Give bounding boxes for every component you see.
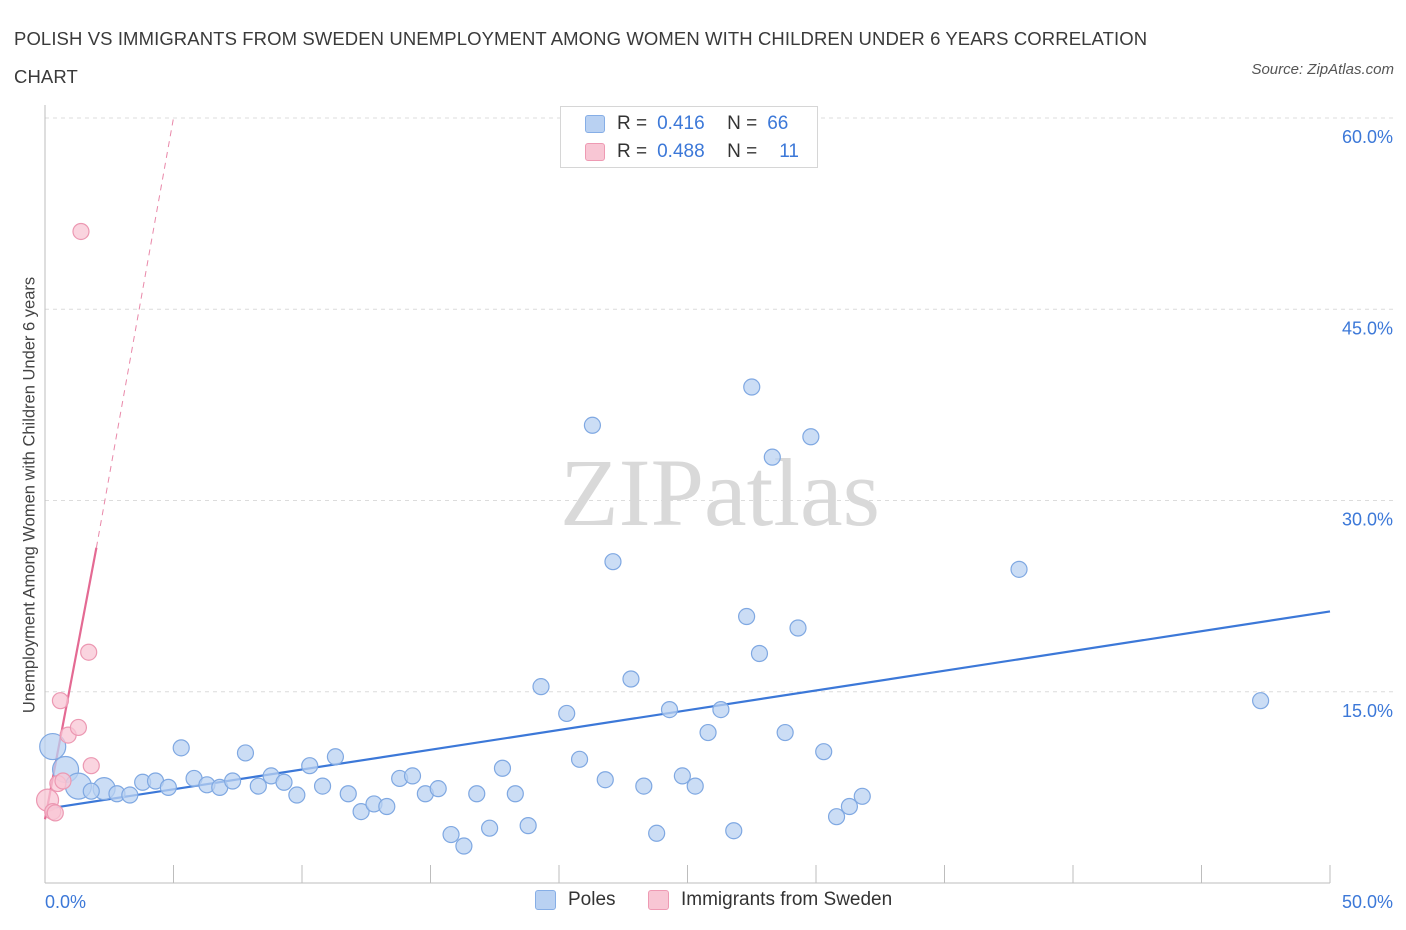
poles-point [532, 678, 550, 696]
sweden-trend-extension [95, 117, 174, 548]
poles-point [583, 416, 602, 434]
sweden-point [69, 718, 88, 737]
poles-point [604, 553, 622, 571]
legend-r-label: R = [617, 141, 648, 162]
poles-swatch-icon [585, 115, 605, 133]
poles-point [815, 743, 833, 761]
chart-title: POLISH VS IMMIGRANTS FROM SWEDEN UNEMPLO… [14, 28, 1148, 87]
legend-n-label: N = [727, 141, 758, 162]
sweden-point [51, 692, 70, 710]
poles-point [743, 378, 761, 396]
poles-point [519, 817, 537, 835]
legend-n-value: 66 [767, 113, 789, 134]
legend-n-label: N = [727, 113, 758, 134]
poles-point [802, 428, 820, 446]
poles-point [172, 739, 190, 757]
poles-point [301, 757, 319, 775]
y-tick-label: 60.0% [1342, 127, 1393, 147]
poles-point [570, 750, 589, 768]
poles-point [429, 780, 447, 798]
legend-label-poles: Poles [568, 889, 616, 910]
sweden-swatch-icon [585, 143, 605, 161]
poles-point [558, 704, 576, 723]
sweden-point [82, 757, 100, 775]
tick-labels: 15.0% 30.0% 45.0% 60.0% 0.0% 50.0% [45, 127, 1393, 912]
legend-r-label: R = [617, 113, 648, 134]
poles-point [712, 700, 730, 719]
poles-point [39, 732, 67, 761]
legend-row-poles: R = 0.416 N = 66 [585, 111, 788, 137]
sweden-point [72, 222, 90, 241]
data-points [35, 222, 1270, 855]
sweden-point [80, 643, 98, 661]
sweden-swatch-icon [648, 890, 669, 910]
poles-point [738, 607, 756, 626]
x-tick-label: 0.0% [45, 892, 86, 912]
poles-point [750, 644, 769, 663]
legend-r-value: 0.416 [657, 113, 705, 134]
poles-point [493, 759, 512, 777]
series-legend: Poles Immigrants from Sweden [0, 889, 1406, 915]
poles-point [506, 785, 524, 803]
poles-point [236, 744, 255, 762]
poles-point [326, 748, 345, 766]
poles-point [121, 786, 139, 804]
x-tick-label: 50.0% [1342, 892, 1393, 912]
poles-point [648, 824, 666, 842]
poles-point [455, 837, 473, 855]
poles-swatch-icon [535, 890, 556, 910]
poles-point [1010, 560, 1028, 578]
legend-item-sweden[interactable]: Immigrants from Sweden [648, 889, 892, 911]
sweden-point [46, 804, 64, 822]
poles-trend-line [44, 610, 1331, 811]
y-tick-label: 30.0% [1342, 510, 1393, 530]
poles-point [699, 723, 717, 742]
poles-point [442, 825, 460, 844]
poles-point [224, 772, 242, 790]
poles-point [1252, 692, 1270, 710]
poles-point [673, 767, 691, 785]
watermark: ZIPatlas [560, 439, 880, 546]
sweden-point [54, 772, 72, 790]
poles-point [468, 785, 486, 803]
legend-row-sweden: R = 0.488 N = 11 [585, 139, 799, 165]
legend-item-poles[interactable]: Poles [535, 889, 616, 911]
legend-label-sweden: Immigrants from Sweden [681, 889, 893, 910]
poles-point [352, 802, 370, 821]
poles-point [660, 700, 679, 719]
poles-point [481, 819, 499, 837]
poles-point [275, 773, 293, 791]
gridlines [45, 117, 1395, 693]
poles-point [249, 777, 267, 795]
poles-point [853, 787, 871, 805]
poles-point [776, 723, 794, 742]
poles-point [339, 785, 357, 803]
poles-point [789, 619, 807, 637]
poles-point [403, 767, 422, 785]
legend-n-value: 11 [779, 141, 799, 162]
source-label: Source: ZipAtlas.com [1251, 61, 1394, 78]
poles-point [686, 777, 704, 795]
poles-point [827, 808, 846, 826]
poles-point [313, 777, 332, 795]
poles-point [763, 448, 781, 466]
y-tick-label: 45.0% [1342, 318, 1393, 338]
poles-point [622, 670, 640, 688]
poles-point [159, 778, 177, 796]
poles-point [840, 797, 859, 816]
poles-point [378, 797, 396, 816]
legend-r-value: 0.488 [657, 141, 705, 162]
poles-point [635, 777, 653, 795]
poles-point [596, 771, 614, 789]
poles-point [288, 786, 306, 804]
stats-legend: R = 0.416 N = 66 R = 0.488 N = 11 [560, 106, 818, 168]
poles-point [82, 782, 100, 800]
poles-point [725, 822, 743, 840]
y-tick-label: 15.0% [1342, 701, 1393, 721]
